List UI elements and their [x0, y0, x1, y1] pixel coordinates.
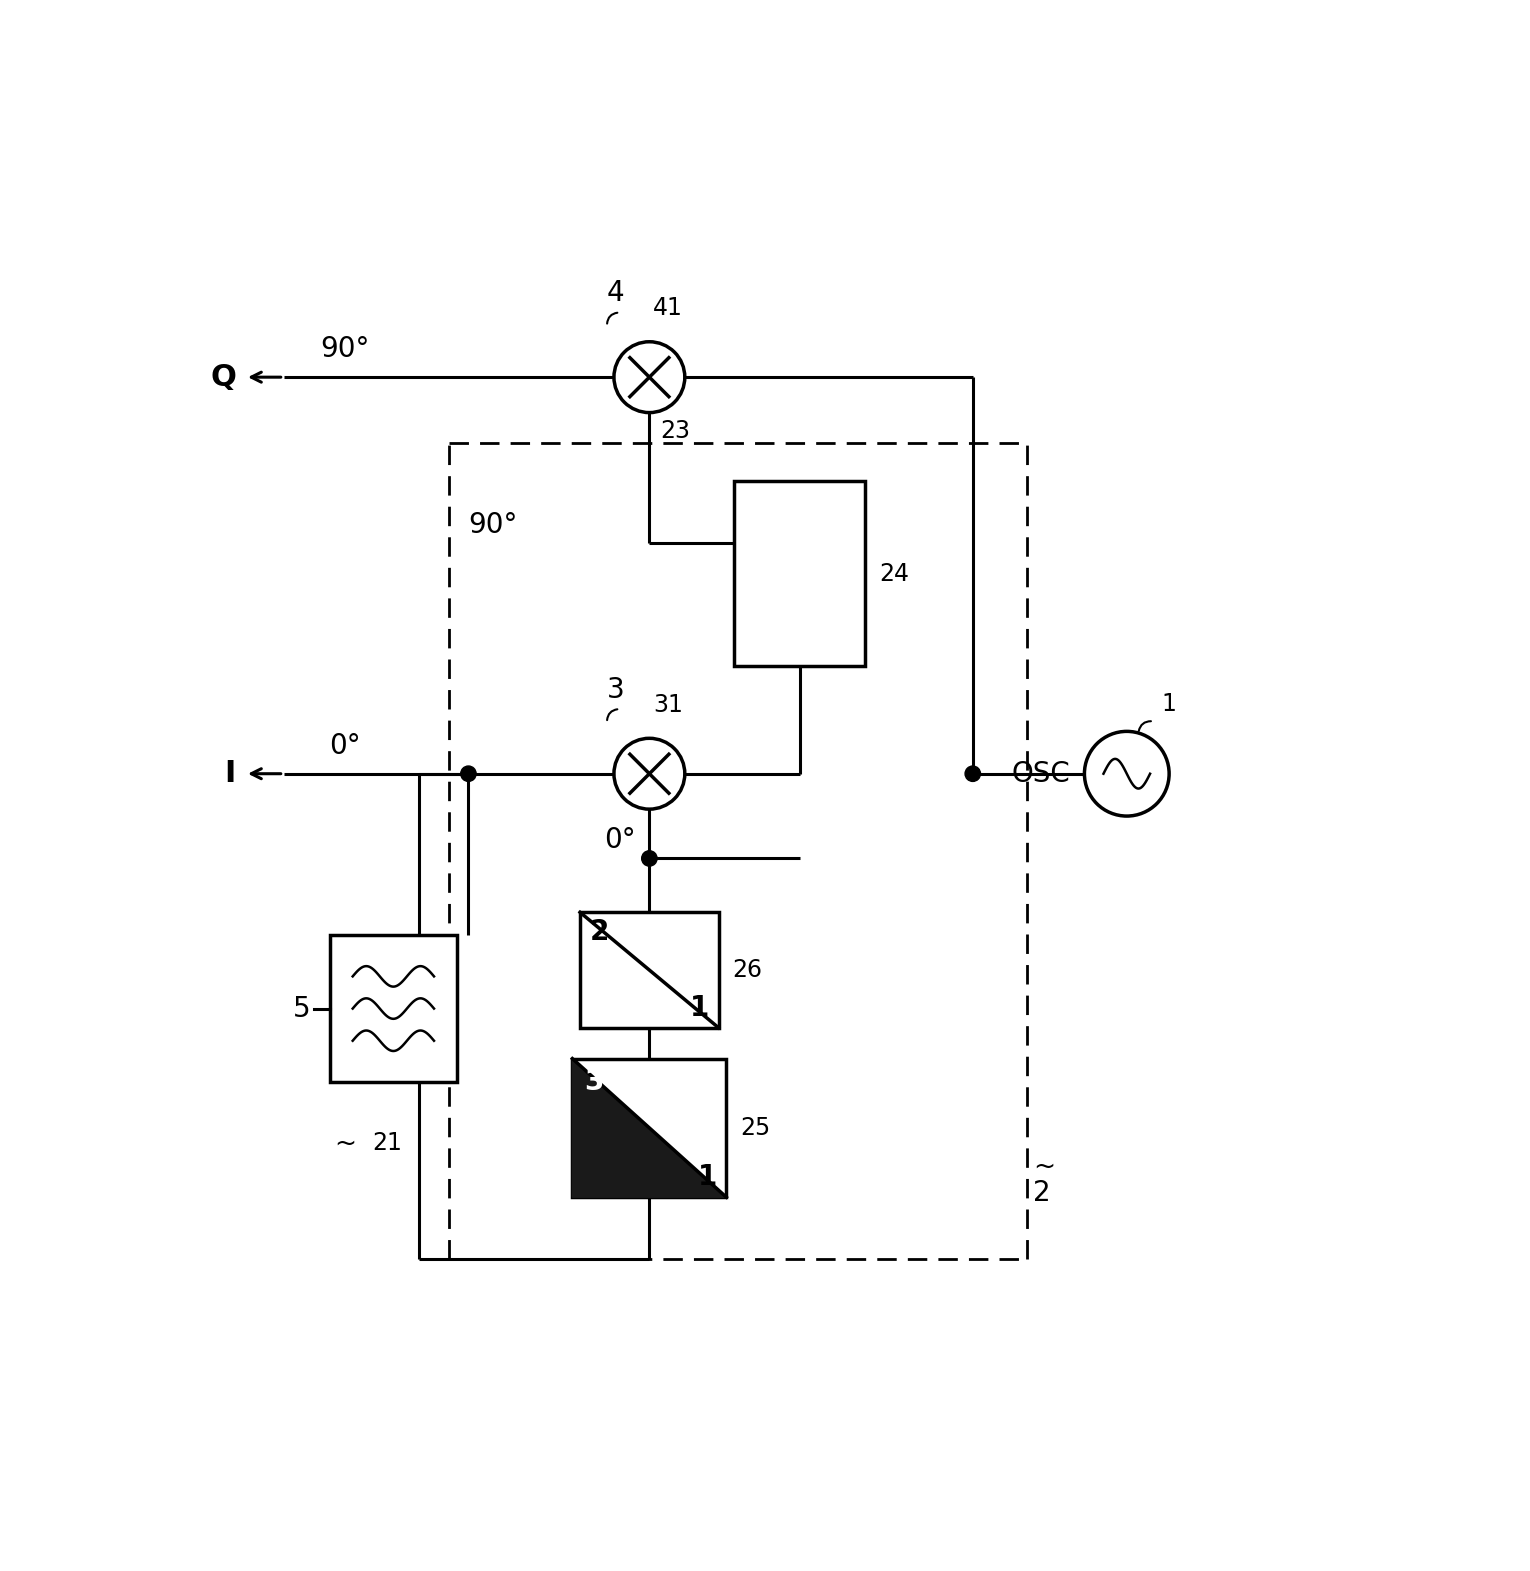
Bar [734, 481, 864, 666]
Text: 0°: 0° [329, 732, 361, 760]
Text: 3: 3 [584, 1068, 603, 1097]
Text: 2: 2 [1033, 1180, 1051, 1208]
Text: ~: ~ [1033, 1153, 1056, 1180]
Bar [580, 913, 719, 1027]
Text: ~: ~ [334, 1130, 356, 1156]
Text: Q: Q [210, 363, 236, 391]
Text: 3: 3 [607, 676, 624, 704]
Text: 90°: 90° [468, 511, 517, 539]
Text: 4: 4 [607, 280, 624, 306]
Polygon shape [572, 1059, 727, 1197]
Text: 21: 21 [372, 1131, 402, 1155]
Text: I: I [225, 759, 236, 789]
Text: 31: 31 [653, 693, 682, 716]
Text: OSC: OSC [1011, 760, 1071, 787]
Circle shape [965, 767, 981, 781]
Text: 26: 26 [733, 958, 762, 982]
Bar [572, 1059, 727, 1197]
Text: 1: 1 [690, 994, 710, 1021]
Text: 0°: 0° [604, 826, 635, 853]
Bar [330, 935, 457, 1082]
Text: 5: 5 [292, 994, 311, 1023]
Text: 90°: 90° [321, 335, 370, 363]
Text: 25: 25 [741, 1115, 771, 1141]
Text: 23: 23 [659, 419, 690, 443]
Circle shape [614, 342, 685, 413]
Circle shape [461, 767, 476, 781]
Text: 41: 41 [653, 297, 682, 320]
Text: 1: 1 [698, 1163, 718, 1191]
Circle shape [1085, 732, 1169, 815]
Circle shape [614, 738, 685, 809]
Circle shape [641, 851, 656, 866]
Text: 24: 24 [878, 561, 909, 586]
Text: 2: 2 [589, 919, 609, 946]
Text: 1: 1 [1161, 691, 1177, 716]
